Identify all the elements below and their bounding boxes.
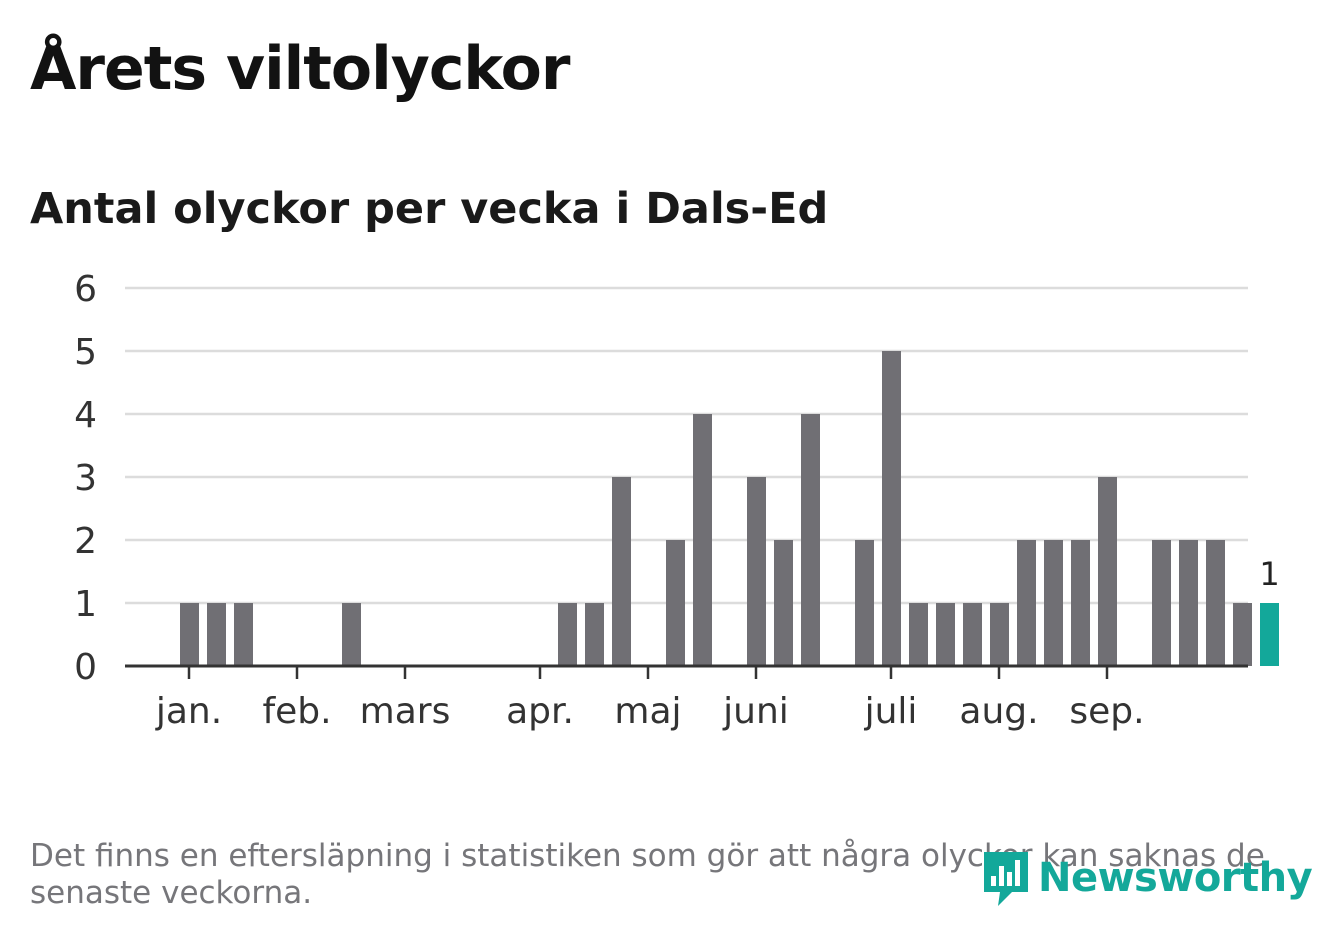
bar: [180, 603, 199, 666]
highlight-value-label: 1: [1259, 555, 1279, 593]
x-tick-label-feb.: feb.: [262, 691, 331, 732]
bar: [1233, 603, 1252, 666]
bar: [207, 603, 226, 666]
bar: [747, 477, 766, 666]
bar: [234, 603, 253, 666]
x-tick-label-maj: maj: [614, 691, 681, 732]
bar: [342, 603, 361, 666]
bar: [801, 414, 820, 666]
x-tick-label-sep.: sep.: [1069, 691, 1144, 732]
y-tick-label-0: 0: [74, 647, 97, 688]
bar: [558, 603, 577, 666]
x-tick-label-mars: mars: [360, 691, 451, 732]
bar: [1071, 540, 1090, 666]
bar-chart-bubble-icon: [984, 852, 1028, 906]
chart-title: Årets viltolyckor: [30, 34, 570, 104]
x-tick-label-aug.: aug.: [959, 691, 1038, 732]
bar: [1098, 477, 1117, 666]
bar: [936, 603, 955, 666]
bar: [693, 414, 712, 666]
y-tick-label-6: 6: [74, 269, 97, 310]
x-tick-label-jan.: jan.: [155, 691, 222, 732]
y-tick-label-2: 2: [74, 521, 97, 562]
y-tick-label-5: 5: [74, 332, 97, 373]
bar: [882, 351, 901, 666]
data-labels: 1: [1259, 555, 1279, 593]
newsworthy-logo: Newsworthy: [982, 848, 1313, 908]
bar: [990, 603, 1009, 666]
bar-highlight: [1260, 603, 1279, 666]
footnote: Det finns en eftersläpning i statistiken…: [30, 838, 1265, 911]
bar: [1044, 540, 1063, 666]
x-axis: jan. feb. mars apr. maj juni juli aug. sep.: [125, 664, 1248, 732]
bar: [1179, 540, 1198, 666]
bar: [855, 540, 874, 666]
bar: [1152, 540, 1171, 666]
bar-chart: 0 1 2 3 4 5 6 1 jan. feb. mars apr. maj juni juli aug…: [74, 269, 1280, 732]
x-tick-label-juli: juli: [864, 691, 918, 732]
bar: [1017, 540, 1036, 666]
bar: [774, 540, 793, 666]
y-tick-label-3: 3: [74, 458, 97, 499]
y-tick-label-4: 4: [74, 395, 97, 436]
bar: [1206, 540, 1225, 666]
bar: [585, 603, 604, 666]
y-axis-ticks: 0 1 2 3 4 5 6: [74, 269, 97, 688]
bar: [909, 603, 928, 666]
grid-lines: [125, 286, 1248, 605]
bar: [963, 603, 982, 666]
logo-text: Newsworthy: [1038, 855, 1313, 901]
chart-subtitle: Antal olyckor per vecka i Dals-Ed: [30, 184, 829, 234]
x-tick-label-apr.: apr.: [506, 691, 574, 732]
y-tick-label-1: 1: [74, 584, 97, 625]
bar: [612, 477, 631, 666]
bar: [666, 540, 685, 666]
bars: [180, 351, 1279, 666]
x-tick-label-juni: juni: [722, 691, 789, 732]
